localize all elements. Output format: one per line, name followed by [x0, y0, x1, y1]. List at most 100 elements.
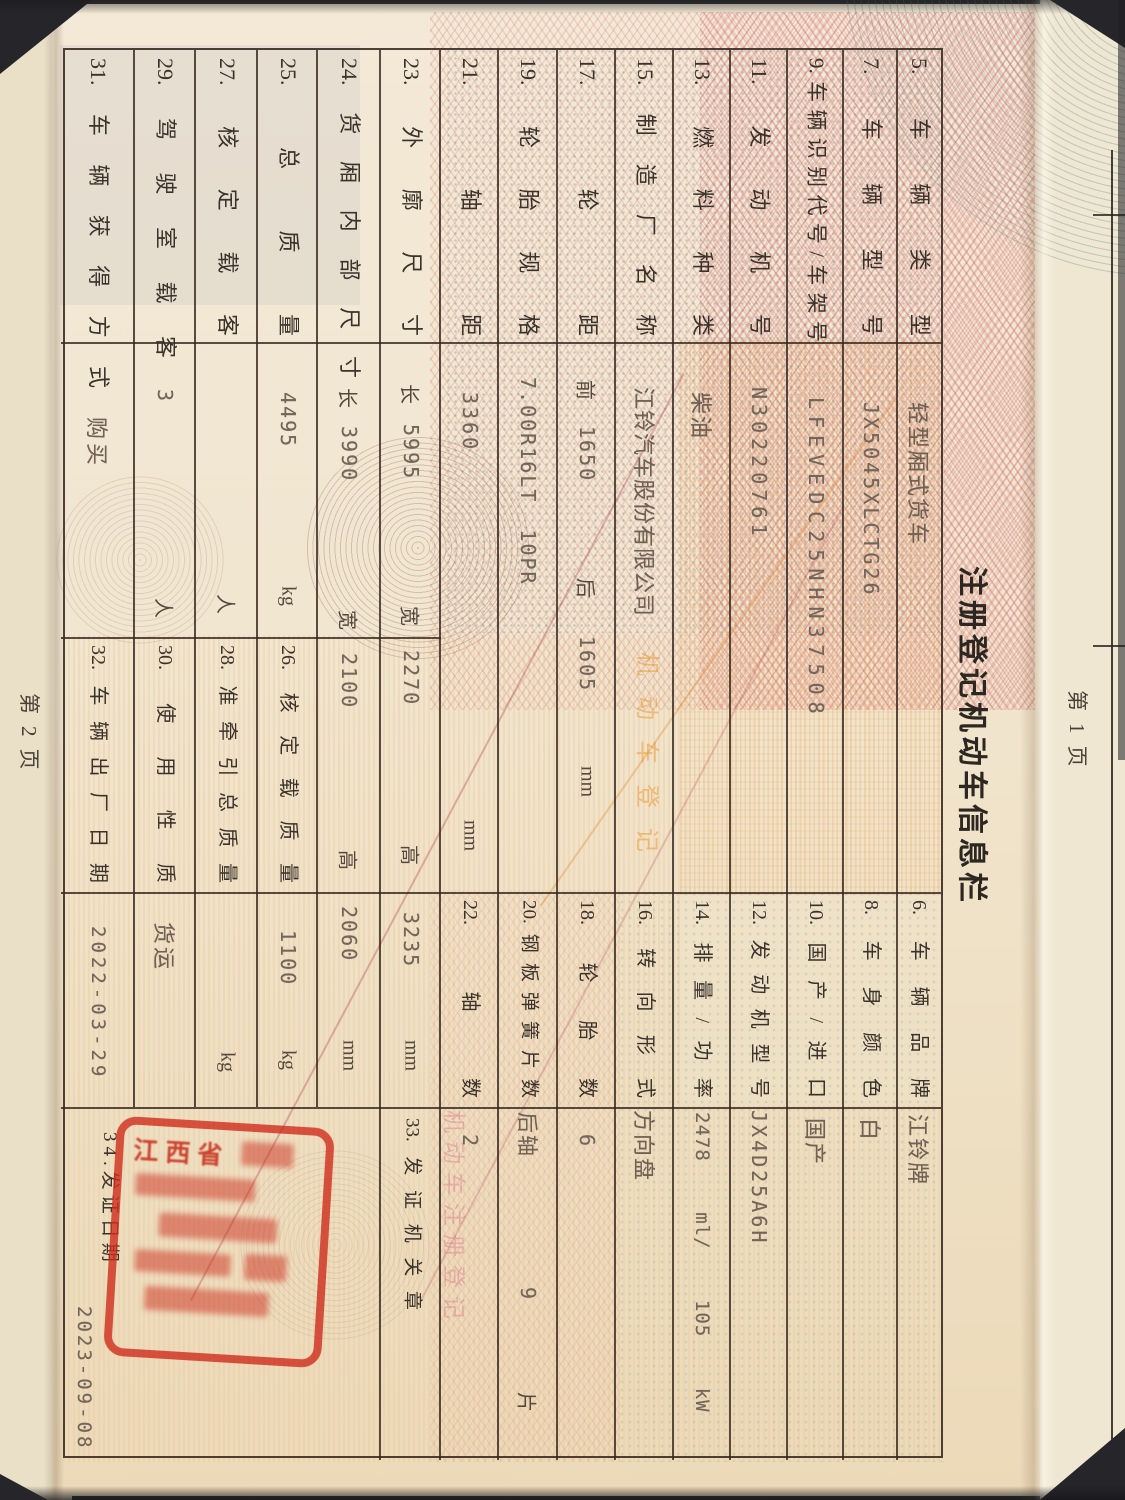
field-26-label: 26.核定载质量 [277, 645, 299, 883]
seal-visible-text: 江西省 [132, 1137, 231, 1171]
guilloche-pattern [430, 890, 620, 1462]
field-20-value-number: 9 [516, 1287, 541, 1300]
field-24-width: 2100 [337, 653, 362, 710]
field-13-value: 柴油 [688, 392, 714, 441]
field-28-label: 28.准牵引总质量 [216, 645, 238, 883]
field-26-unit: kg [277, 1050, 300, 1070]
photo-background-edge [0, 1486, 1125, 1500]
rosette-pattern [240, 1150, 430, 1340]
field-5-value: 轻型厢式货车 [905, 402, 931, 547]
field-23-width: 2270 [399, 650, 423, 707]
field-7-label: 7.车辆型号 [859, 58, 885, 336]
page-title: 注册登记机动车信息栏 [955, 566, 988, 906]
guilloche-pattern [63, 635, 680, 1105]
field-6-value: 江铃牌 [905, 1114, 931, 1187]
field-17-front-value: 1650 [575, 426, 599, 483]
guilloche-pattern [700, 12, 1035, 710]
field-33-label: 33.发证机关章 [401, 1118, 423, 1310]
field-24-height: 2060 [337, 906, 362, 963]
seal-illegible-text [134, 1248, 232, 1277]
field-23-label: 23.外廓尺寸 [399, 58, 425, 336]
guilloche-pattern [445, 48, 945, 633]
seal-illegible-text [158, 1212, 278, 1244]
field-23-height-label: 高 [397, 845, 420, 865]
table-row: 19.轮胎规格 7.00R16LT 10PR 20.钢板弹簧片数 后轴 9 片 [499, 50, 558, 1460]
field-31-value: 购买 [84, 417, 109, 470]
field-29-unit: 人 [152, 598, 174, 618]
field-17-unit: mm [576, 766, 599, 798]
field-17-front-label: 前 [573, 380, 596, 400]
field-8-label: 8.车身颜色 [860, 900, 882, 1098]
field-28-unit: kg [216, 1052, 239, 1072]
page-number-next: 第2页 [17, 693, 41, 782]
field-34-value: 2023-09-08 [73, 1306, 95, 1451]
field-16-value: 方向盘 [631, 1110, 656, 1183]
underlying-page-border [1093, 645, 1125, 647]
field-31-label: 31.车辆获得方式 [86, 58, 112, 388]
table-row: 7.车辆型号 JX5045XLCTG26 8.车身颜色 白 [844, 50, 898, 1460]
field-32-value: 2022-03-29 [87, 926, 109, 1081]
field-22-label: 22.轴数 [459, 900, 481, 1098]
field-11-label: 11.发动机号 [747, 58, 773, 336]
field-19-label: 19.轮胎规格 [516, 58, 542, 336]
field-20-label: 20.钢板弹簧片数 [518, 900, 540, 1098]
field-24-length: 3990 [337, 426, 362, 483]
table-row: 23.外廓尺寸 长 5995 宽 2270 高 3235 mm 33.发证机关章 [381, 50, 441, 1460]
field-23-length-label: 长 [397, 384, 420, 404]
field-29-value: 3 [153, 389, 178, 402]
photo-background-edge [1118, 0, 1125, 760]
field-24-label: 24.货厢内部尺寸 [337, 58, 363, 378]
field-25-value: 4495 [276, 392, 300, 449]
underlying-page-border [1093, 214, 1125, 216]
field-11-value: N30220761 [747, 387, 772, 541]
table-row: 17.轮距 前 1650 后 1605 mm 18.轮胎数 6 [558, 50, 616, 1460]
field-17-rear-label: 后 [573, 578, 596, 598]
field-10-label: 10.国产/进口 [805, 900, 827, 1098]
field-21-value: 3360 [458, 392, 482, 453]
page-number-current: 第1页 [1065, 690, 1089, 779]
booklet-fold-edge [1040, 0, 1125, 1500]
table-row: 15.制造厂名称 江铃汽车股份有限公司 16.转向形式 方向盘 [616, 50, 674, 1460]
guilloche-pattern [63, 1105, 943, 1462]
issuing-authority-seal: 江西省 [102, 1115, 336, 1369]
seal-illegible-text [240, 1141, 295, 1169]
guilloche-pattern [60, 45, 360, 305]
field-17-rear-value: 1605 [575, 636, 599, 693]
field-12-label: 12.发动机型号 [748, 900, 771, 1098]
field-16-label: 16.转向形式 [634, 900, 656, 1098]
field-19-value: 7.00R16LT 10PR [516, 377, 541, 586]
field-27-label: 27.核定载客 [215, 58, 241, 336]
field-7-value: JX5045XLCTG26 [859, 402, 883, 598]
seal-illegible-text [243, 1253, 288, 1283]
guilloche-pattern [430, 12, 1035, 710]
field-23-unit: mm [400, 1040, 423, 1072]
field-25-label: 25.总质量 [276, 58, 302, 336]
field-14-value: 2478 ml/ 105 kW [691, 1112, 714, 1413]
field-13-label: 13.燃料种类 [690, 58, 716, 336]
field-23-length: 5995 [399, 424, 423, 481]
field-21-unit: mm [459, 820, 482, 852]
field-17-label: 17.轮距 [575, 58, 601, 336]
field-30-value: 货运 [151, 922, 177, 973]
certificate-page [52, 4, 1048, 1496]
field-12-value: JX4D25A6H [747, 1110, 772, 1246]
field-8-value: 白 [857, 1118, 882, 1141]
field-18-label: 18.轮胎数 [576, 900, 598, 1098]
field-24-width-label: 宽 [336, 610, 358, 630]
rosette-pattern [303, 433, 533, 663]
field-9-label: 9.车辆识别代号/车架号 [804, 58, 829, 342]
field-20-unit: 片 [515, 1392, 537, 1412]
field-9-value: LFEVEDC25NHN37508 [804, 397, 828, 721]
field-24-height-label: 高 [336, 850, 358, 870]
field-24-length-label: 长 [336, 388, 358, 408]
underlying-page-border [1111, 150, 1114, 1458]
field-23-height: 3235 [399, 912, 423, 969]
table-row: 11.发动机号 N30220761 12.发动机型号 JX4D25A6H [731, 50, 788, 1460]
field-21-label: 21.轴距 [458, 58, 484, 336]
field-6-label: 6.车辆品牌 [908, 900, 931, 1098]
field-29-label: 29.驾驶室载客 [153, 58, 179, 358]
field-15-value: 江铃汽车股份有限公司 [631, 387, 656, 618]
field-14-label: 14.排量/功率 [691, 900, 714, 1098]
seal-illegible-text [134, 1172, 256, 1203]
